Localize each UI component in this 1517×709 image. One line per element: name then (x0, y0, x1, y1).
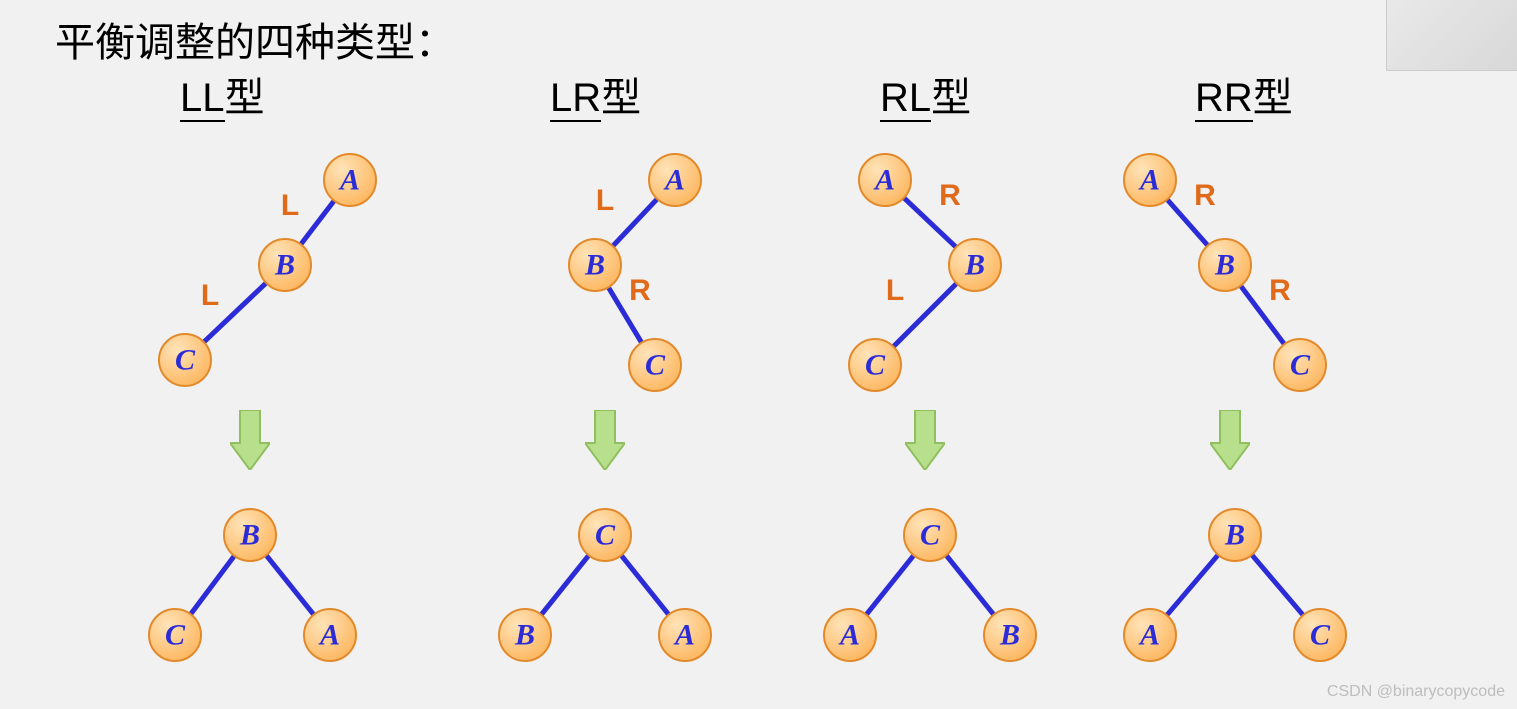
column-title-RL: RL型 (880, 65, 971, 123)
column-title-code: RL (880, 76, 931, 122)
tree-node-C: C (579, 509, 631, 561)
tree-diagram: B C A (130, 495, 390, 695)
node-label: B (999, 619, 1020, 652)
tree-node-C: C (149, 609, 201, 661)
edge-label-L: L (201, 279, 219, 312)
node-label: A (673, 619, 695, 652)
tree-node-A: A (659, 609, 711, 661)
edge-label-L: L (596, 184, 614, 217)
tree-edge (266, 555, 314, 614)
tree-edge (1252, 555, 1303, 615)
edge-label-R: R (939, 179, 961, 212)
node-label: A (838, 619, 860, 652)
column-title-RR: RR型 (1195, 65, 1293, 123)
tree-edge (621, 555, 669, 614)
node-label: B (1224, 519, 1245, 552)
node-label: B (239, 519, 260, 552)
node-label: B (1214, 249, 1235, 282)
tree-edge (1167, 555, 1218, 615)
edge-label-R: R (1269, 274, 1291, 307)
tree-edge (191, 556, 235, 614)
edge-label-L: L (281, 189, 299, 222)
node-label: B (964, 249, 985, 282)
tree-edge (541, 555, 589, 614)
tree-node-A: A (324, 154, 376, 206)
node-label: C (175, 344, 196, 377)
tree-node-B: B (224, 509, 276, 561)
edge-label-R: R (1194, 179, 1216, 212)
node-label: B (274, 249, 295, 282)
tree-diagram: C A B (810, 495, 1070, 695)
tree-node-B: B (499, 609, 551, 661)
node-label: C (920, 519, 941, 552)
tree-node-A: A (1124, 609, 1176, 661)
column-title-code: LL (180, 76, 225, 122)
tree-node-B: B (1209, 509, 1261, 561)
tree-edge (613, 199, 657, 246)
tree-node-C: C (159, 334, 211, 386)
tree-node-A: A (859, 154, 911, 206)
tree-diagram: R L A B C (800, 140, 1060, 400)
tree-node-A: A (304, 609, 356, 661)
tree-edge (301, 201, 334, 245)
tree-diagram: B A C (1110, 495, 1370, 695)
node-label: C (1290, 349, 1311, 382)
node-label: C (165, 619, 186, 652)
down-arrow-icon (585, 410, 625, 470)
tree-node-B: B (984, 609, 1036, 661)
tree-node-B: B (1199, 239, 1251, 291)
edge-label-R: R (629, 274, 651, 307)
node-label: B (584, 249, 605, 282)
column-title-code: LR (550, 76, 601, 122)
tree-diagram: C B A (480, 495, 740, 695)
down-arrow-icon (905, 410, 945, 470)
node-label: A (663, 164, 685, 197)
page-title: 平衡调整的四种类型： (55, 10, 455, 68)
node-label: B (514, 619, 535, 652)
tree-node-B: B (569, 239, 621, 291)
tree-diagram: R R A B C (1095, 140, 1355, 400)
column-title-code: RR (1195, 76, 1253, 122)
tree-node-C: C (849, 339, 901, 391)
tree-diagram: L R A B C (480, 140, 740, 400)
down-arrow-icon (1210, 410, 1250, 470)
node-label: A (1138, 164, 1160, 197)
down-arrow-icon (230, 410, 270, 470)
column-title-LL: LL型 (180, 65, 265, 123)
tree-diagram: L L A B C (130, 140, 390, 400)
tree-edge (946, 555, 994, 614)
edge-label-L: L (886, 274, 904, 307)
node-label: A (873, 164, 895, 197)
tree-node-C: C (1274, 339, 1326, 391)
node-label: A (338, 164, 360, 197)
tree-node-B: B (949, 239, 1001, 291)
node-label: C (595, 519, 616, 552)
tree-node-A: A (1124, 154, 1176, 206)
tree-node-B: B (259, 239, 311, 291)
tree-node-C: C (629, 339, 681, 391)
node-label: C (1310, 619, 1331, 652)
tree-edge (866, 555, 914, 614)
column-title-LR: LR型 (550, 65, 641, 123)
node-label: C (865, 349, 886, 382)
node-label: A (318, 619, 340, 652)
tree-node-C: C (904, 509, 956, 561)
watermark: CSDN @binarycopycode (1327, 683, 1505, 701)
tree-node-C: C (1294, 609, 1346, 661)
node-label: A (1138, 619, 1160, 652)
tree-node-A: A (649, 154, 701, 206)
corner-decoration (1386, 0, 1517, 71)
tree-node-A: A (824, 609, 876, 661)
node-label: C (645, 349, 666, 382)
